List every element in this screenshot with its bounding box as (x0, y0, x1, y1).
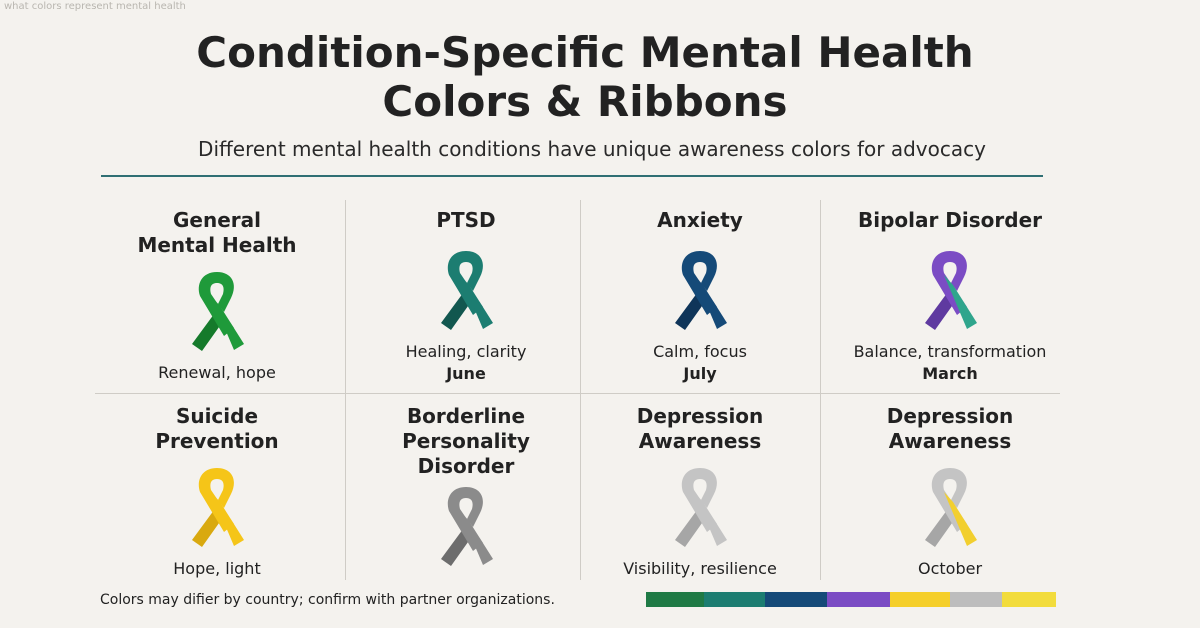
column-divider (580, 200, 581, 580)
card-title: Bipolar Disorder (857, 208, 1043, 232)
header-divider (101, 175, 1043, 177)
ribbon-right-tail (944, 492, 977, 546)
card-title: Suicide Prevention (155, 404, 279, 453)
card-description: Balance, transformation (853, 342, 1047, 361)
card-description: Renewal, hope (158, 363, 276, 382)
source-caption: what colors represent mental health (4, 1, 186, 12)
card-title: Anxiety (657, 208, 743, 232)
ribbon-card: Borderline Personality Disorder (346, 396, 586, 586)
card-description: Calm, focus (653, 342, 747, 361)
page-subtitle: Different mental health conditions have … (198, 137, 986, 161)
color-swatch (704, 592, 765, 607)
ribbon-right-tail (694, 492, 727, 546)
card-month: March (922, 364, 978, 383)
card-title: Depression Awareness (886, 404, 1014, 453)
awareness-ribbon-icon (441, 487, 493, 566)
awareness-ribbon-icon (192, 272, 244, 351)
card-description: Healing, clarity (405, 342, 527, 361)
ribbon-card: PTSD Healing, clarity June (346, 200, 586, 390)
card-title: Borderline Personality Disorder (402, 404, 530, 478)
ribbon-card: General Mental Health Renewal, hope (97, 200, 337, 390)
card-description: Visibility, resilience (623, 559, 777, 578)
color-swatch (827, 592, 890, 607)
ribbon-card: Depression Awareness Visibility, resilien… (580, 396, 820, 586)
awareness-ribbon-icon (925, 468, 977, 547)
card-month: July (683, 364, 717, 383)
page-title-text: Condition-Specific Mental Health Colors … (196, 28, 974, 126)
footer-note: Colors may difier by country; confirm wi… (100, 592, 555, 608)
color-legend-bar (646, 592, 1056, 607)
ribbon-grid (95, 200, 1060, 580)
color-swatch (646, 592, 704, 607)
card-title: PTSD (436, 208, 496, 232)
awareness-ribbon-icon (675, 468, 727, 547)
card-month: June (446, 364, 486, 383)
page-title: Condition-Specific Mental Health Colors … (0, 28, 1170, 126)
color-swatch (1002, 592, 1056, 607)
card-description: October (917, 559, 983, 578)
ribbon-card: Depression Awareness October (830, 396, 1070, 586)
ribbon-right-tail (460, 275, 493, 329)
awareness-ribbon-icon (675, 251, 727, 330)
card-title: General Mental Health (137, 208, 297, 257)
ribbon-right-tail (944, 275, 977, 329)
row-divider (95, 393, 1060, 394)
awareness-ribbon-icon (925, 251, 977, 330)
color-swatch (890, 592, 950, 607)
color-swatch (950, 592, 1002, 607)
column-divider (820, 200, 821, 580)
card-title: Depression Awareness (636, 404, 764, 453)
ribbon-right-tail (211, 296, 244, 350)
ribbon-card: Anxiety Calm, focus July (580, 200, 820, 390)
awareness-ribbon-icon (192, 468, 244, 547)
awareness-ribbon-icon (441, 251, 493, 330)
ribbon-card: Bipolar Disorder Balance, transformation M… (830, 200, 1070, 390)
color-swatch (765, 592, 827, 607)
ribbon-right-tail (460, 511, 493, 565)
column-divider (345, 200, 346, 580)
ribbon-right-tail (211, 492, 244, 546)
ribbon-right-tail (694, 275, 727, 329)
card-description: Hope, light (173, 559, 261, 578)
ribbon-card: Suicide Prevention Hope, light (97, 396, 337, 586)
